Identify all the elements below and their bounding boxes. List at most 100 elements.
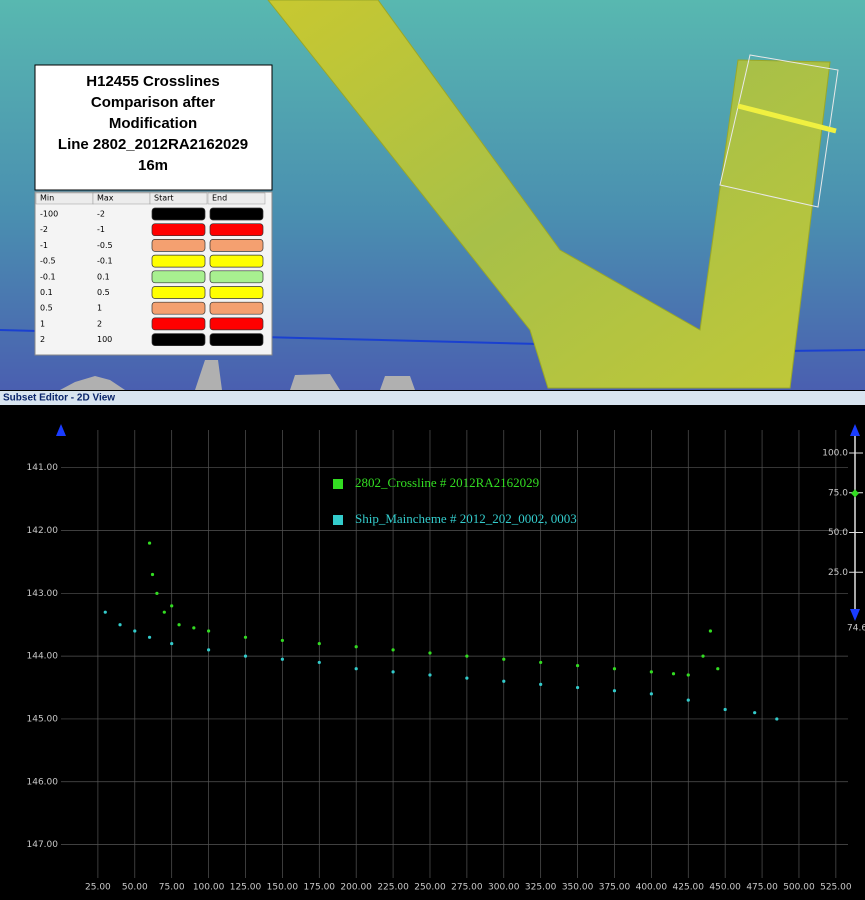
x-tick-label: 175.00 <box>304 883 336 893</box>
x-tick-label: 225.00 <box>377 883 409 893</box>
min-cell: -0.1 <box>40 272 56 281</box>
data-point <box>318 642 321 645</box>
data-point <box>244 636 247 639</box>
x-tick-label: 400.00 <box>636 883 668 893</box>
data-point <box>170 642 173 645</box>
max-cell: -2 <box>97 210 105 219</box>
data-point <box>709 629 712 632</box>
max-cell: -0.1 <box>97 257 113 266</box>
x-tick-label: 250.00 <box>414 883 446 893</box>
data-point <box>177 623 180 626</box>
color-swatch <box>210 334 263 346</box>
color-swatch <box>152 271 205 283</box>
color-swatch <box>210 239 263 251</box>
y-tick-label: 142.00 <box>27 526 59 536</box>
data-point <box>724 708 727 711</box>
data-point <box>502 658 505 661</box>
slider-tick-label: 50.0 <box>828 528 848 538</box>
data-point <box>650 670 653 673</box>
data-point <box>155 592 158 595</box>
data-point <box>104 611 107 614</box>
column-header-label: Max <box>97 194 114 203</box>
color-swatch <box>152 302 205 314</box>
max-cell: 0.1 <box>97 272 110 281</box>
column-header-label: Start <box>154 194 174 203</box>
color-swatch <box>152 239 205 251</box>
data-point <box>148 636 151 639</box>
slider-tick-label: 25.0 <box>828 568 848 578</box>
data-point <box>163 611 166 614</box>
x-tick-label: 275.00 <box>451 883 483 893</box>
data-point <box>502 680 505 683</box>
min-cell: -2 <box>40 225 48 234</box>
data-point <box>775 717 778 720</box>
data-point <box>465 677 468 680</box>
min-cell: 0.1 <box>40 288 53 297</box>
data-point <box>701 655 704 658</box>
color-swatch <box>152 318 205 330</box>
data-point <box>576 686 579 689</box>
data-point <box>672 672 675 675</box>
x-tick-label: 450.00 <box>709 883 741 893</box>
x-tick-label: 150.00 <box>267 883 299 893</box>
data-point <box>465 655 468 658</box>
y-tick-label: 147.00 <box>27 840 59 850</box>
y-tick-label: 145.00 <box>27 714 59 724</box>
data-point <box>539 661 542 664</box>
min-cell: -0.5 <box>40 257 56 266</box>
column-header-label: End <box>212 194 227 203</box>
color-swatch <box>210 271 263 283</box>
color-swatch <box>210 318 263 330</box>
data-point <box>244 655 247 658</box>
x-tick-label: 325.00 <box>525 883 557 893</box>
color-swatch <box>152 334 205 346</box>
color-swatch <box>152 255 205 267</box>
title-line: 16m <box>138 157 168 174</box>
slider-tick-label: 100.0 <box>822 449 848 459</box>
max-cell: 1 <box>97 304 102 313</box>
x-tick-label: 375.00 <box>599 883 631 893</box>
data-point <box>391 648 394 651</box>
title-line: Line 2802_2012RA2162029 <box>58 136 248 153</box>
data-point <box>716 667 719 670</box>
data-point <box>687 673 690 676</box>
data-point <box>281 639 284 642</box>
legend-label: Ship_Maincheme # 2012_202_0002, 0003 <box>355 511 577 526</box>
min-cell: -1 <box>40 241 48 250</box>
color-swatch <box>210 208 263 220</box>
x-tick-label: 475.00 <box>746 883 778 893</box>
legend-label: 2802_Crossline # 2012RA2162029 <box>355 475 539 490</box>
x-tick-label: 25.00 <box>85 883 111 893</box>
data-point <box>650 692 653 695</box>
data-point <box>355 645 358 648</box>
x-tick-label: 125.00 <box>230 883 262 893</box>
data-point <box>207 629 210 632</box>
data-point <box>207 648 210 651</box>
x-tick-label: 425.00 <box>673 883 705 893</box>
panel-title: Subset Editor - 2D View <box>3 393 115 404</box>
slider-tick-label: 75.0 <box>828 488 848 498</box>
title-line: H12455 Crosslines <box>86 73 219 90</box>
data-point <box>613 689 616 692</box>
data-point <box>753 711 756 714</box>
y-tick-label: 141.00 <box>27 463 59 473</box>
column-header-label: Min <box>40 194 54 203</box>
x-tick-label: 350.00 <box>562 883 594 893</box>
data-point <box>148 541 151 544</box>
x-tick-label: 50.00 <box>122 883 148 893</box>
color-swatch <box>210 287 263 299</box>
x-tick-label: 75.00 <box>159 883 185 893</box>
legend-swatch <box>333 515 343 525</box>
y-tick-label: 144.00 <box>27 652 59 662</box>
color-swatch <box>210 255 263 267</box>
max-cell: -1 <box>97 225 105 234</box>
slider-value: 74.6 <box>847 624 865 634</box>
screen: Subset Editor - 2D View H12455 Crossline… <box>0 0 865 900</box>
data-point <box>428 651 431 654</box>
data-point <box>133 629 136 632</box>
color-swatch <box>210 224 263 236</box>
title-line: Comparison after <box>91 94 215 111</box>
data-point <box>118 623 121 626</box>
panel-title-bar <box>0 391 865 405</box>
x-tick-label: 525.00 <box>820 883 852 893</box>
